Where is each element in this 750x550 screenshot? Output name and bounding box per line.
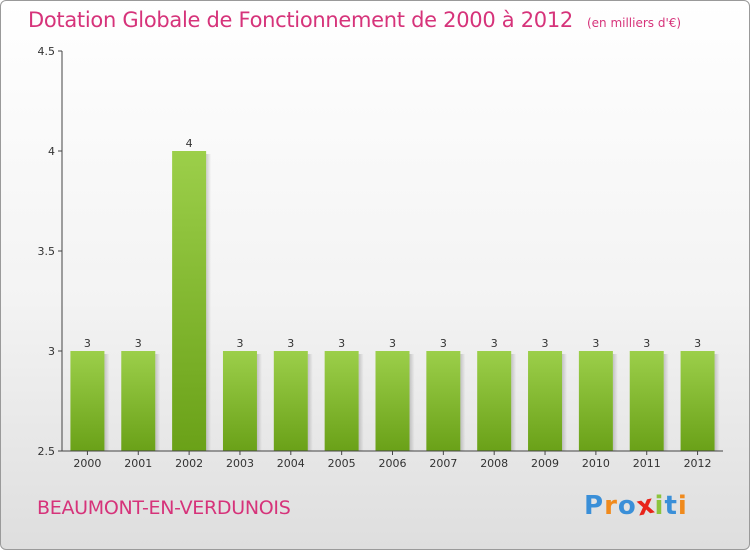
y-tick-label: 4.5 [38,45,56,58]
logo-letter: r [604,491,618,521]
bar-shadow [714,354,720,451]
bar [172,151,207,451]
y-tick-label: 3.5 [38,245,56,258]
bar-shadow [460,354,466,451]
bars-layer: 3 3 4 3 3 3 3 3 3 3 3 3 3 [70,137,720,451]
bar-shadow [358,354,364,451]
bar [680,351,715,451]
data-label: 4 [186,137,193,150]
x-tick-label: 2001 [124,457,152,470]
data-label: 3 [592,337,599,350]
bar-shadow [155,354,161,451]
y-tick-label: 2.5 [38,445,56,458]
bar-shadow [511,354,517,451]
bar [273,351,308,451]
x-tick-label: 2007 [429,457,457,470]
x-tick-label: 2010 [582,457,610,470]
bar-shadow [256,354,262,451]
bar [629,351,664,451]
unit-label: (en milliers d'€) [586,16,682,30]
y-tick-label: 3 [48,345,55,358]
data-label: 3 [236,337,243,350]
logo-letter: o [617,491,637,521]
bar [70,351,105,451]
bar-shadow [409,354,415,451]
axes-layer: 2000 2001 2002 2003 2004 2005 2006 2007 2008 2009… [38,45,723,470]
x-tick-label: 2002 [175,457,203,470]
data-label: 3 [542,337,549,350]
data-label: 3 [643,337,650,350]
x-tick-label: 2004 [277,457,305,470]
bar [477,351,512,451]
bar-shadow [307,354,313,451]
x-tick-label: 2009 [531,457,559,470]
data-label: 3 [389,337,396,350]
data-label: 3 [84,337,91,350]
bar-shadow [663,354,669,451]
commune-name: BEAUMONT-EN-VERDUNOIS [37,497,291,519]
x-tick-label: 2008 [480,457,508,470]
x-tick-label: 2000 [73,457,101,470]
bar [222,351,257,451]
bar [375,351,410,451]
bar-shadow [206,154,212,451]
bar-shadow [104,354,110,451]
bar [578,351,613,451]
bar [528,351,563,451]
data-label: 3 [135,337,142,350]
bar-shadow [562,354,568,451]
logo-letter: t [664,491,678,521]
proxiti-logo[interactable]: Proxiti [584,489,688,522]
x-tick-label: 2003 [226,457,254,470]
y-tick-label: 4 [48,145,55,158]
x-tick-label: 2012 [684,457,712,470]
logo-letter: i [654,491,665,521]
bar [324,351,359,451]
data-label: 3 [440,337,447,350]
logo-letter: P [584,491,605,521]
data-label: 3 [338,337,345,350]
data-label: 3 [694,337,701,350]
title-text: Dotation Globale de Fonctionnement de 20… [28,8,573,32]
bar-shadow [612,354,618,451]
bar [426,351,461,451]
data-label: 3 [287,337,294,350]
x-tick-label: 2011 [633,457,661,470]
chart-title: Dotation Globale de Fonctionnement de 20… [28,8,681,32]
x-tick-label: 2005 [328,457,356,470]
x-tick-label: 2006 [379,457,407,470]
data-label: 3 [491,337,498,350]
logo-letter: i [677,491,688,521]
bar [121,351,156,451]
